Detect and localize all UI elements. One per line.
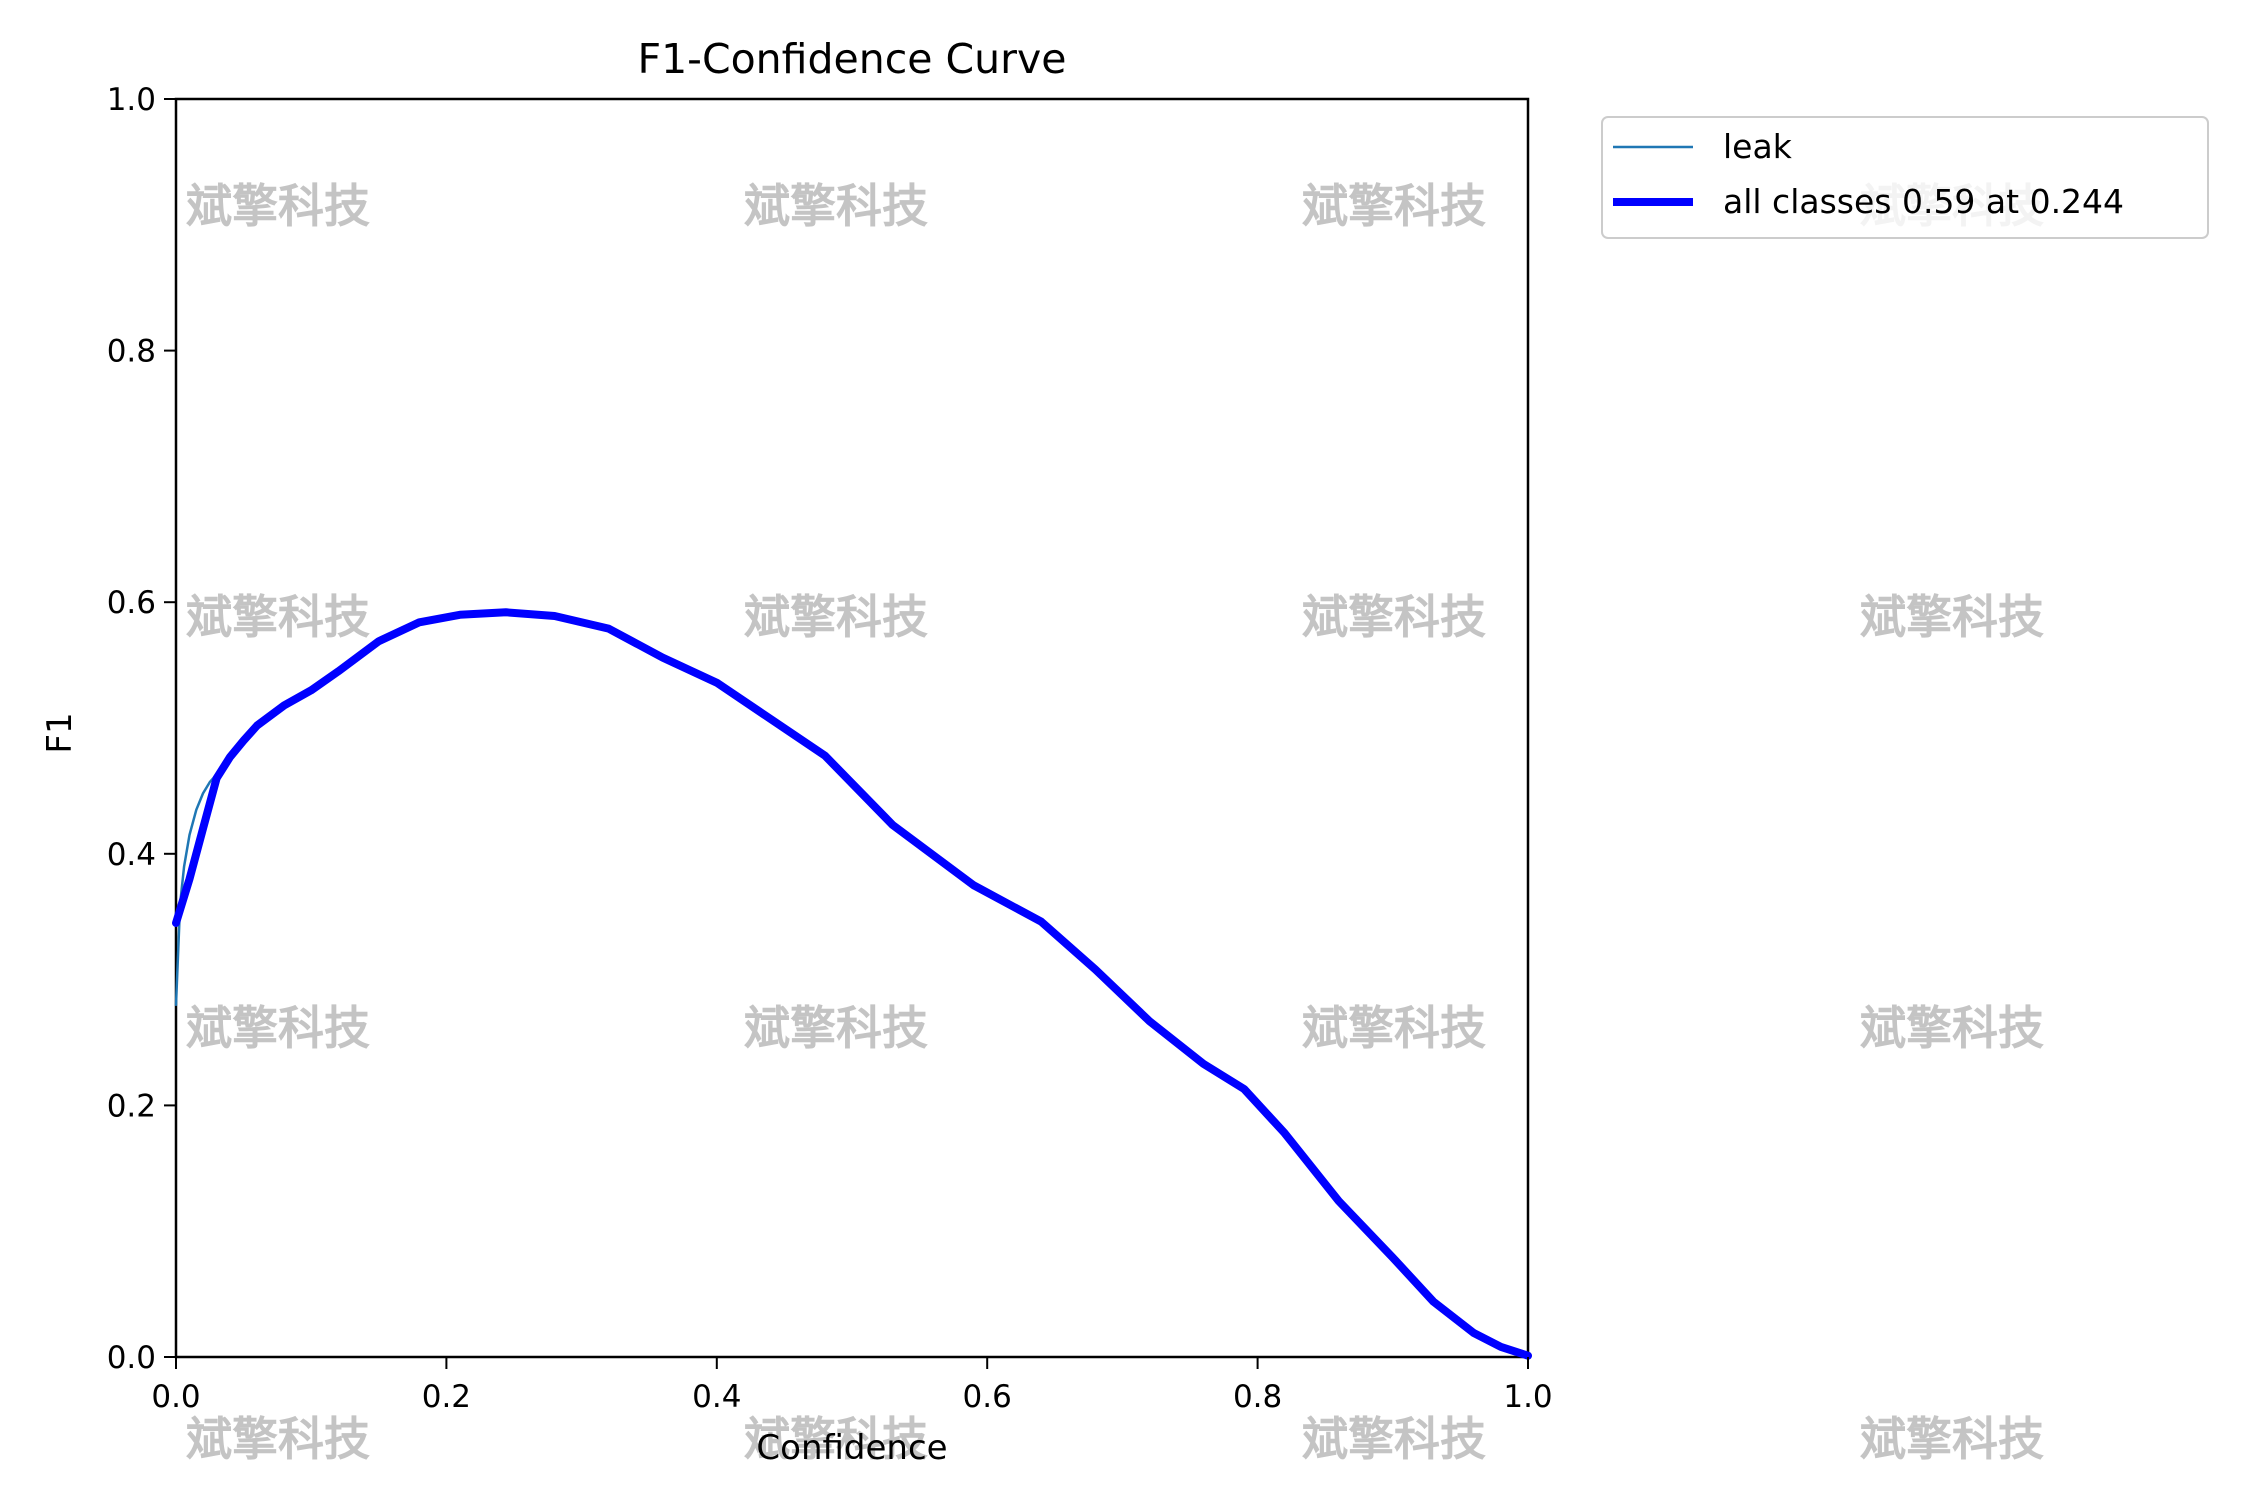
- watermark-text: 斌擎科技: [744, 1001, 928, 1055]
- y-tick-label: 0.6: [107, 585, 156, 621]
- watermark-text: 斌擎科技: [744, 1412, 928, 1466]
- watermark-text: 斌擎科技: [1302, 1001, 1486, 1055]
- y-tick-label: 0.4: [107, 837, 156, 873]
- watermark-text: 斌擎科技: [1302, 590, 1486, 644]
- watermark-text: 斌擎科技: [1860, 1412, 2044, 1466]
- series-line-0: [174, 611, 1530, 1357]
- x-tick-label: 0.6: [963, 1379, 1012, 1415]
- watermark-text: 斌擎科技: [1860, 590, 2044, 644]
- x-tick-label: 0.0: [151, 1379, 200, 1415]
- watermark-text: 斌擎科技: [1302, 1412, 1486, 1466]
- plot-frame: [174, 97, 1530, 1359]
- y-axis-label: F1: [40, 712, 80, 753]
- series-line-1: [172, 608, 1532, 1360]
- watermark-text: 斌擎科技: [186, 179, 370, 233]
- y-tick-label: 0.2: [107, 1088, 156, 1124]
- watermark-text: 斌擎科技: [186, 1001, 370, 1055]
- watermark-text: 斌擎科技: [744, 179, 928, 233]
- legend-box: [1601, 116, 2209, 239]
- legend: leak all classes 0.59 at 0.244: [1601, 116, 2209, 239]
- x-tick-label: 0.4: [692, 1379, 741, 1415]
- y-tick-label: 0.8: [107, 334, 156, 370]
- watermark-text: 斌擎科技: [186, 1412, 370, 1466]
- x-axis-label: Confidence: [756, 1428, 947, 1468]
- x-axis: 0.0 0.2 0.4 0.6 0.8 1.0: [151, 1357, 1553, 1415]
- y-tick-label: 0.0: [107, 1340, 156, 1376]
- chart-title: F1-Confidence Curve: [638, 35, 1067, 83]
- watermark-text: 斌擎科技: [186, 590, 370, 644]
- watermark-text: 斌擎科技: [744, 590, 928, 644]
- legend-label: all classes 0.59 at 0.244: [1723, 182, 2124, 221]
- x-tick-label: 0.2: [422, 1379, 471, 1415]
- y-axis: 0.0 0.2 0.4 0.6 0.8 1.0: [107, 82, 176, 1376]
- watermark-text: 斌擎科技: [1860, 1001, 2044, 1055]
- x-tick-label: 1.0: [1503, 1379, 1552, 1415]
- watermark-text: 斌擎科技: [1302, 179, 1486, 233]
- series-layer: [172, 608, 1532, 1360]
- y-tick-label: 1.0: [107, 82, 156, 118]
- plot-area: [172, 97, 1532, 1360]
- x-tick-label: 0.8: [1233, 1379, 1282, 1415]
- legend-label: leak: [1723, 127, 1793, 166]
